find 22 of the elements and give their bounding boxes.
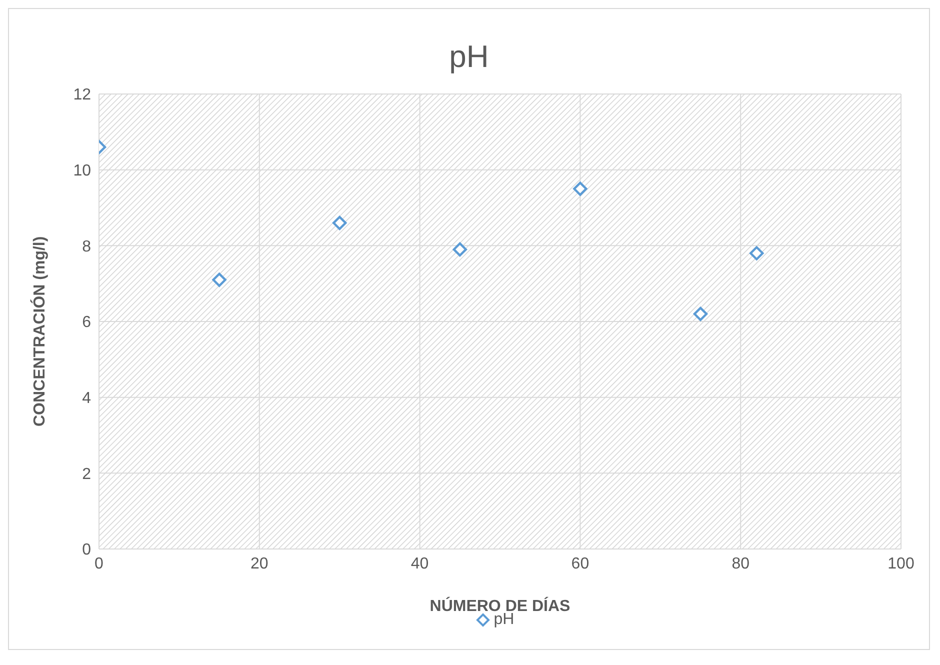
point <box>332 216 347 230</box>
point <box>452 242 467 257</box>
y-tick-label: 10 <box>73 162 92 180</box>
point <box>212 272 226 287</box>
y-tick-label: 8 <box>82 238 92 256</box>
x-tick-label: 40 <box>410 555 429 572</box>
point <box>693 306 708 322</box>
legend-label: pH <box>494 611 514 629</box>
y-axis-title: CONCENTRACIÓN (mg/l) <box>30 236 49 426</box>
y-tick-label: 0 <box>82 542 92 559</box>
x-tick-label: 80 <box>732 555 750 572</box>
x-tick-label: 100 <box>888 555 914 572</box>
point <box>573 182 588 196</box>
y-tick-label: 2 <box>82 466 92 483</box>
chart-title: pH <box>448 39 490 75</box>
y-tick-label: 12 <box>73 86 92 104</box>
point <box>750 246 764 260</box>
x-tick-label: 0 <box>94 555 104 572</box>
x-tick-label: 60 <box>571 555 590 572</box>
y-tick-label: 6 <box>82 314 92 332</box>
x-tick-label: 20 <box>250 555 268 572</box>
y-tick-label: 4 <box>82 390 92 408</box>
